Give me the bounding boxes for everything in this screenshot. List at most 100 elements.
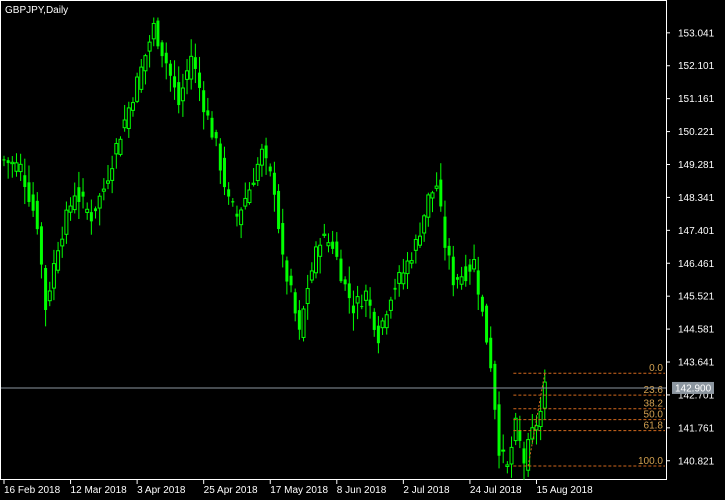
candle-body: [68, 205, 73, 213]
candle-body: [509, 446, 514, 465]
candle-body: [35, 200, 39, 230]
candle-body: [347, 283, 351, 299]
candle-body: [118, 138, 123, 155]
candle-body: [372, 311, 376, 330]
candle-body: [331, 241, 335, 249]
y-tick-label: 141.761: [678, 423, 715, 434]
x-tick-label: 25 Apr 2018: [204, 485, 258, 496]
candle-body: [309, 270, 314, 281]
candle-body: [289, 275, 293, 286]
candle-body: [426, 194, 431, 218]
candle-body: [164, 52, 168, 64]
candle-body: [476, 270, 480, 295]
candle-body: [222, 157, 226, 188]
candle-body: [97, 195, 102, 209]
candle-body: [489, 337, 493, 369]
candle-body: [56, 250, 61, 271]
candle-body: [47, 290, 52, 302]
candle-body: [206, 110, 210, 116]
candle-body: [185, 70, 190, 80]
candle-body: [160, 42, 164, 57]
candle-body: [94, 208, 98, 212]
y-tick-label: 142.701: [678, 390, 715, 401]
candle-body: [202, 90, 206, 113]
candle-body: [459, 276, 464, 285]
candle-body: [114, 143, 119, 155]
candle-body: [72, 195, 77, 211]
candle-body: [135, 76, 140, 102]
candle-body: [44, 268, 48, 311]
candle-body: [227, 189, 231, 197]
candle-body: [526, 439, 531, 471]
candle-body: [189, 55, 194, 80]
candle-body: [522, 448, 526, 464]
candle-body: [339, 258, 343, 282]
candle-body: [285, 260, 289, 282]
candle-body: [173, 76, 177, 88]
candle-body: [363, 290, 368, 301]
y-tick-label: 147.401: [678, 226, 715, 237]
candle-body: [177, 82, 181, 106]
candle-body: [143, 55, 148, 72]
candle-body: [243, 197, 248, 207]
candle-body: [235, 213, 239, 217]
x-tick-label: 8 Jun 2018: [337, 485, 387, 496]
y-tick-label: 145.521: [678, 292, 715, 303]
y-tick-label: 148.341: [678, 193, 715, 204]
candle-body: [64, 209, 69, 235]
candle-body: [472, 259, 477, 270]
candle-body: [193, 57, 197, 69]
candle-body: [27, 182, 31, 202]
candle-body: [89, 212, 93, 222]
candle-body: [413, 238, 418, 251]
x-tick-label: 15 Aug 2018: [536, 485, 593, 496]
fibo-level-label: 61.8: [644, 421, 664, 432]
candle-body: [293, 292, 297, 314]
candle-body: [368, 299, 372, 306]
candle-body: [434, 185, 439, 189]
candle-body: [513, 417, 518, 442]
candle-body: [139, 66, 144, 90]
candle-body: [505, 464, 510, 467]
x-tick-label: 3 Apr 2018: [137, 485, 186, 496]
y-tick-label: 150.221: [678, 127, 715, 138]
candle-body: [101, 188, 106, 192]
candle-body: [322, 233, 327, 236]
candle-body: [418, 235, 422, 246]
candle-body: [272, 172, 276, 195]
candle-body: [318, 244, 323, 257]
candle-body: [130, 102, 135, 111]
fibonacci-retracement[interactable]: 0.0 23.6 38.250.061.8 100.0: [513, 363, 665, 467]
candle-body: [18, 163, 23, 173]
candle-body: [480, 296, 484, 312]
candle-body: [23, 175, 27, 188]
candle-body: [485, 305, 489, 343]
fibo-level-label: 0.0: [649, 363, 663, 374]
candle-body: [326, 242, 331, 247]
candle-body: [239, 209, 244, 226]
candle-body: [314, 246, 318, 274]
candle-body: [264, 145, 268, 159]
candle-body: [534, 425, 539, 431]
y-tick-label: 152.101: [678, 61, 715, 72]
x-tick-label: 16 Feb 2018: [4, 485, 61, 496]
candle-body: [277, 190, 281, 230]
fibo-level-label: 23.6: [644, 385, 664, 396]
y-tick-label: 146.461: [678, 259, 715, 270]
candle-body: [259, 148, 264, 166]
y-tick-label: 143.641: [678, 358, 715, 369]
fibo-level-label: 50.0: [644, 410, 664, 421]
candle-body: [501, 449, 506, 452]
candle-body: [156, 20, 160, 47]
candles-layer: [2, 17, 547, 480]
y-tick-label: 149.281: [678, 160, 715, 171]
candle-body: [355, 296, 360, 304]
y-tick-label: 140.821: [678, 456, 715, 467]
x-tick-label: 17 May 2018: [270, 485, 328, 496]
candle-body: [497, 404, 501, 456]
x-tick-label: 24 Jul 2018: [470, 485, 522, 496]
candle-body: [51, 263, 56, 289]
candle-body: [60, 238, 65, 247]
